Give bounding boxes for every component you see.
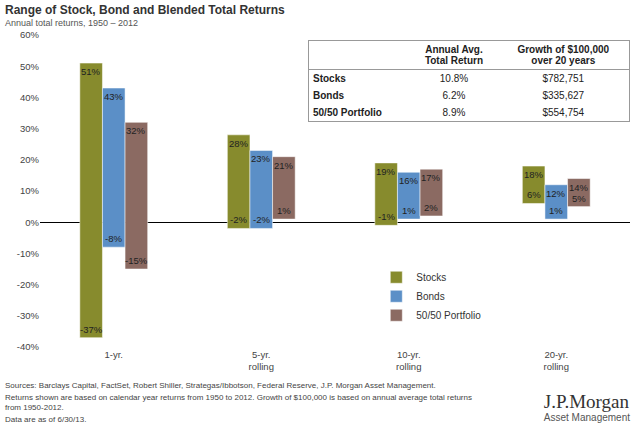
svg-text:5%: 5% bbox=[572, 193, 586, 204]
svg-text:10%: 10% bbox=[20, 185, 40, 196]
svg-text:16%: 16% bbox=[399, 175, 419, 186]
svg-text:Bonds: Bonds bbox=[416, 291, 444, 302]
svg-text:-2%: -2% bbox=[253, 214, 270, 225]
svg-text:40%: 40% bbox=[20, 92, 40, 103]
svg-text:20-yr.rolling: 20-yr.rolling bbox=[544, 349, 569, 372]
svg-text:60%: 60% bbox=[20, 29, 40, 40]
svg-text:30%: 30% bbox=[20, 123, 40, 134]
svg-text:28%: 28% bbox=[229, 138, 249, 149]
svg-text:Stocks: Stocks bbox=[416, 272, 446, 283]
svg-text:1%: 1% bbox=[277, 205, 291, 216]
svg-text:-30%: -30% bbox=[17, 310, 40, 321]
svg-text:50/50 Portfolio: 50/50 Portfolio bbox=[416, 310, 481, 321]
svg-text:6%: 6% bbox=[527, 189, 541, 200]
svg-text:10-yr.rolling: 10-yr.rolling bbox=[396, 349, 421, 372]
svg-text:-37%: -37% bbox=[80, 324, 103, 335]
svg-text:-1%: -1% bbox=[378, 211, 395, 222]
html-text:50/50 Portfolio: 50/50 Portfolio bbox=[313, 107, 382, 118]
html-text:10.8%: 10.8% bbox=[439, 73, 469, 84]
svg-text:-40%: -40% bbox=[17, 341, 40, 352]
html-text:Data are as of 6/30/13.: Data are as of 6/30/13. bbox=[5, 415, 87, 424]
html-text:Growth of $100,000: Growth of $100,000 bbox=[517, 44, 610, 55]
html-text:$335,627: $335,627 bbox=[542, 90, 585, 101]
html-text:6.2%: 6.2% bbox=[442, 90, 466, 101]
html-text:Bonds: Bonds bbox=[313, 90, 345, 101]
html-text:8.9%: 8.9% bbox=[442, 107, 466, 118]
html-text:Range of Stock, Bond and Blend: Range of Stock, Bond and Blended Total R… bbox=[5, 3, 285, 17]
html-text:$554,754: $554,754 bbox=[542, 107, 585, 118]
html-text:Stocks: Stocks bbox=[313, 73, 346, 84]
svg-text:-10%: -10% bbox=[17, 248, 40, 259]
html-text:J.P.Morgan: J.P.Morgan bbox=[543, 391, 629, 412]
svg-text:1%: 1% bbox=[402, 205, 416, 216]
svg-text:-15%: -15% bbox=[125, 255, 148, 266]
html-text:Asset Management: Asset Management bbox=[543, 412, 630, 423]
svg-text:-8%: -8% bbox=[105, 233, 122, 244]
svg-text:21%: 21% bbox=[274, 160, 294, 171]
svg-text:12%: 12% bbox=[546, 188, 566, 199]
svg-text:19%: 19% bbox=[376, 166, 396, 177]
svg-text:0%: 0% bbox=[25, 217, 39, 228]
svg-text:-20%: -20% bbox=[17, 279, 40, 290]
svg-text:51%: 51% bbox=[81, 66, 101, 77]
svg-text:5-yr.rolling: 5-yr.rolling bbox=[249, 349, 274, 372]
html-text:Sources: Barclays Capital, Fac: Sources: Barclays Capital, FactSet, Robe… bbox=[5, 381, 436, 390]
svg-text:20%: 20% bbox=[20, 154, 40, 165]
svg-text:2%: 2% bbox=[424, 202, 438, 213]
html-text:over 20 years: over 20 years bbox=[531, 55, 596, 66]
html-text:Total Return: Total Return bbox=[424, 55, 483, 66]
svg-text:-2%: -2% bbox=[230, 214, 247, 225]
svg-text:23%: 23% bbox=[251, 153, 271, 164]
html-text:Returns shown are based on cal: Returns shown are based on calendar year… bbox=[5, 393, 472, 412]
svg-text:50%: 50% bbox=[20, 61, 40, 72]
svg-text:1%: 1% bbox=[549, 205, 563, 216]
html-text:Annual Avg.: Annual Avg. bbox=[425, 44, 483, 55]
svg-text:1-yr.: 1-yr. bbox=[105, 349, 123, 360]
svg-text:17%: 17% bbox=[421, 172, 441, 183]
svg-text:14%: 14% bbox=[569, 182, 589, 193]
svg-text:43%: 43% bbox=[104, 91, 124, 102]
svg-text:18%: 18% bbox=[524, 169, 544, 180]
svg-text:32%: 32% bbox=[126, 125, 146, 136]
html-text:Annual total returns, 1950 – 2: Annual total returns, 1950 – 2012 bbox=[5, 18, 139, 28]
html-text:$782,751: $782,751 bbox=[542, 73, 585, 84]
